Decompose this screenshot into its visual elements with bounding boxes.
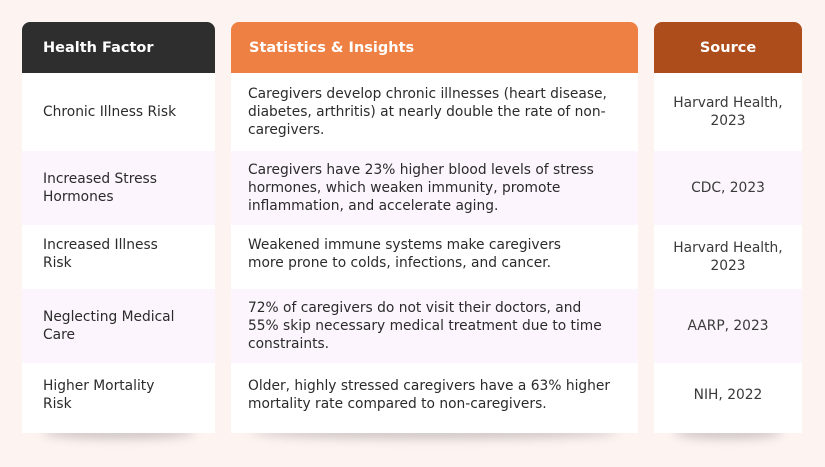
factor-cell: Higher Mortality Risk xyxy=(43,378,155,412)
factor-cell: Chronic Illness Risk xyxy=(43,104,177,120)
factor-cell: Increased Stress Hormones xyxy=(22,151,215,225)
source-header: Source xyxy=(654,22,802,73)
factor-cell: Neglecting Medical Care xyxy=(22,289,215,363)
source-cell: CDC, 2023 xyxy=(654,151,802,225)
source-cell: Harvard Health, 2023 xyxy=(673,240,783,274)
health-factor-column: Health Factor Chronic Illness Risk Incre… xyxy=(22,22,215,439)
source-cell: AARP, 2023 xyxy=(654,289,802,363)
source-cell: Harvard Health, 2023 xyxy=(673,95,783,129)
stat-cell: 72% of caregivers do not visit their doc… xyxy=(231,289,638,363)
statistics-header: Statistics & Insights xyxy=(231,22,638,73)
stat-cell: Caregivers develop chronic illnesses (he… xyxy=(248,86,607,138)
stat-cell: Older, highly stressed caregivers have a… xyxy=(248,378,611,412)
stat-cell: Caregivers have 23% higher blood levels … xyxy=(231,151,638,225)
source-column: Source Harvard Health, 2023 CDC, 2023 Ha… xyxy=(654,22,802,439)
stat-cell: Weakened immune systems make caregivers … xyxy=(248,237,561,271)
health-factor-header: Health Factor xyxy=(22,22,215,73)
statistics-column: Statistics & Insights Caregivers develop… xyxy=(231,22,638,439)
source-cell: NIH, 2022 xyxy=(693,387,763,403)
factor-cell: Increased Illness Risk xyxy=(43,237,158,271)
